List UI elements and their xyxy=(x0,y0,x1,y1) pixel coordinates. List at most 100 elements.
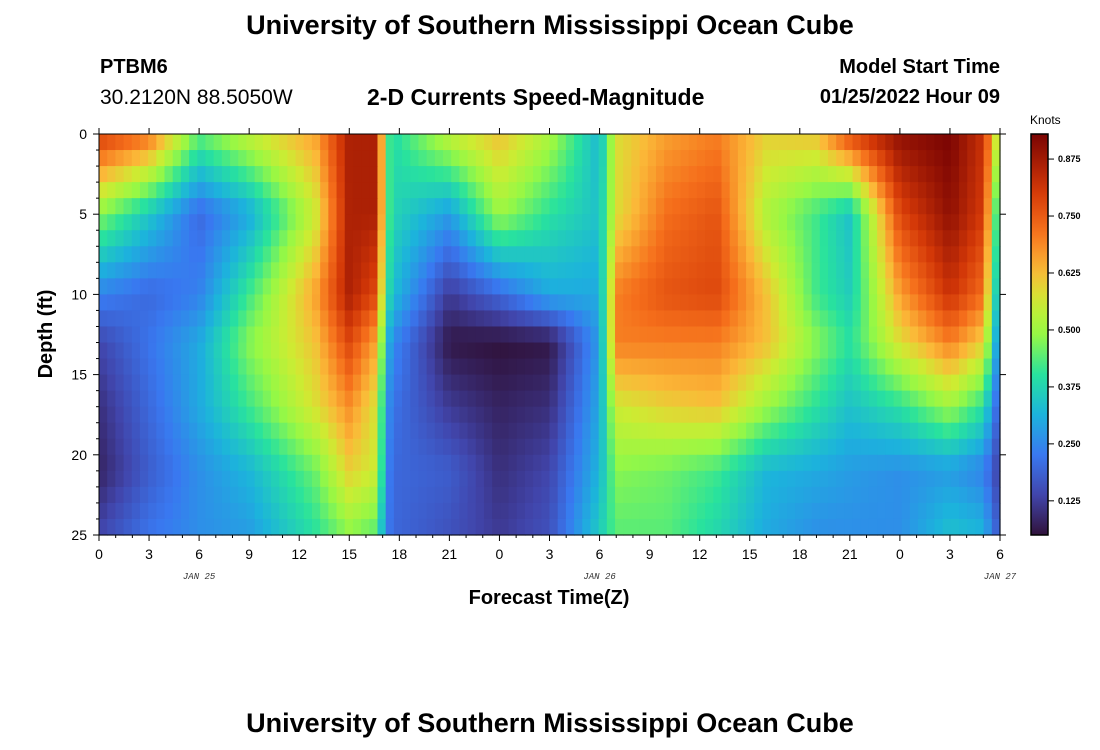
heatmap-cell xyxy=(311,246,321,263)
heatmap-cell xyxy=(664,518,673,536)
heatmap-cell xyxy=(393,486,403,504)
heatmap-cell xyxy=(361,470,370,488)
heatmap-cell xyxy=(549,422,559,440)
heatmap-cell xyxy=(795,342,805,360)
heatmap-cell xyxy=(287,246,297,263)
heatmap-cell xyxy=(950,438,960,456)
heatmap-cell xyxy=(680,310,690,328)
heatmap-cell xyxy=(418,518,428,536)
heatmap-cell xyxy=(541,374,551,392)
y-tick-label: 20 xyxy=(71,447,87,463)
heatmap-cell xyxy=(287,182,297,199)
heatmap-cell xyxy=(893,390,903,408)
heatmap-cell xyxy=(434,182,444,199)
heatmap-cell xyxy=(492,438,501,456)
heatmap-cell xyxy=(475,486,485,504)
heatmap-cell xyxy=(230,390,239,408)
heatmap-cell xyxy=(418,374,428,392)
heatmap-cell xyxy=(615,486,624,504)
heatmap-cell xyxy=(385,438,395,456)
heatmap-cell xyxy=(606,198,616,215)
heatmap-cell xyxy=(860,294,870,312)
heatmap-cell xyxy=(434,358,444,376)
heatmap-cell xyxy=(582,246,592,263)
heatmap-cell xyxy=(377,502,387,520)
heatmap-cell xyxy=(451,294,460,312)
heatmap-cell xyxy=(688,294,698,312)
heatmap-cell xyxy=(148,294,157,312)
heatmap-cell xyxy=(524,422,534,440)
heatmap-cell xyxy=(819,230,829,247)
heatmap-cell xyxy=(787,134,796,151)
heatmap-cell xyxy=(680,278,690,295)
heatmap-cell xyxy=(721,390,731,408)
heatmap-cell xyxy=(836,150,845,167)
heatmap-cell xyxy=(811,454,821,472)
heatmap-cell xyxy=(402,310,411,328)
heatmap-cell xyxy=(426,310,436,328)
heatmap-cell xyxy=(942,326,952,344)
heatmap-cell xyxy=(230,278,239,295)
heatmap-cell xyxy=(942,310,952,328)
heatmap-cell xyxy=(852,198,862,215)
heatmap-cell xyxy=(762,230,772,247)
heatmap-cell xyxy=(827,454,837,472)
heatmap-cell xyxy=(426,502,436,520)
heatmap-cell xyxy=(729,134,739,151)
heatmap-cell xyxy=(352,294,362,312)
heatmap-cell xyxy=(696,406,706,424)
heatmap-cell xyxy=(524,390,534,408)
heatmap-cell xyxy=(950,470,960,488)
heatmap-cell xyxy=(500,278,510,295)
heatmap-cell xyxy=(402,438,411,456)
heatmap-cell xyxy=(385,198,395,215)
heatmap-cell xyxy=(918,310,927,328)
heatmap-cell xyxy=(508,470,518,488)
heatmap-cell xyxy=(893,342,903,360)
heatmap-cell xyxy=(107,166,116,183)
heatmap-cell xyxy=(623,150,633,167)
heatmap-cell xyxy=(737,134,747,151)
heatmap-cell xyxy=(189,198,198,215)
heatmap-cell xyxy=(541,278,551,295)
heatmap-cell xyxy=(746,198,755,215)
heatmap-cell xyxy=(713,486,723,504)
heatmap-cell xyxy=(336,246,346,263)
heatmap-cell xyxy=(778,470,788,488)
heatmap-cell xyxy=(770,342,780,360)
heatmap-cell xyxy=(655,390,665,408)
heatmap-cell xyxy=(844,182,854,199)
heatmap-cell xyxy=(295,374,305,392)
heatmap-cell xyxy=(189,326,198,344)
heatmap-cell xyxy=(303,166,313,183)
heatmap-cell xyxy=(131,166,141,183)
heatmap-cell xyxy=(893,262,903,279)
heatmap-cell xyxy=(967,454,977,472)
heatmap-cell xyxy=(123,278,133,295)
heatmap-cell xyxy=(475,422,485,440)
heatmap-cell xyxy=(918,326,927,344)
station-coordinates: 30.2120N 88.5050W xyxy=(100,86,293,109)
heatmap-cell xyxy=(189,486,198,504)
heatmap-cell xyxy=(787,342,796,360)
heatmap-cell xyxy=(483,486,493,504)
heatmap-cell xyxy=(148,406,157,424)
heatmap-cell xyxy=(795,214,805,231)
heatmap-cell xyxy=(230,374,239,392)
heatmap-cell xyxy=(131,230,141,247)
heatmap-cell xyxy=(885,422,895,440)
heatmap-cell xyxy=(369,230,379,247)
heatmap-cell xyxy=(934,214,944,231)
heatmap-cell xyxy=(737,406,747,424)
heatmap-cell xyxy=(787,166,796,183)
heatmap-cell xyxy=(598,230,608,247)
heatmap-cell xyxy=(287,486,297,504)
x-tick-label: 9 xyxy=(646,546,654,562)
heatmap-cell xyxy=(680,486,690,504)
heatmap-cell xyxy=(238,518,248,536)
heatmap-cell xyxy=(729,518,739,536)
heatmap-cell xyxy=(508,166,518,183)
heatmap-cell xyxy=(696,470,706,488)
heatmap-cell xyxy=(271,518,280,536)
